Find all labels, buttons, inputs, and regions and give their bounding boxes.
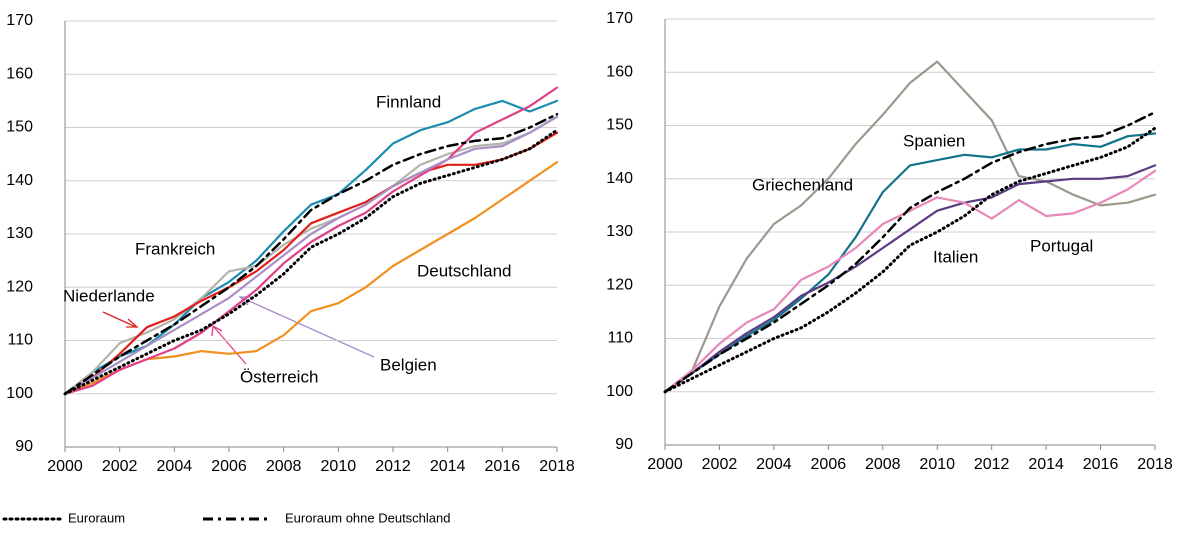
y-tick-label: 100 [6,385,33,402]
x-tick-label: 2012 [974,456,1010,473]
y-tick-label: 150 [6,119,33,136]
series-label: Österreich [240,367,318,386]
y-tick-label: 120 [6,278,33,295]
x-tick-label: 2000 [47,458,83,475]
y-tick-label: 170 [606,10,633,27]
arrow [239,296,375,358]
y-tick-label: 120 [606,276,633,293]
y-tick-label: 160 [606,63,633,80]
y-tick-label: 150 [606,117,633,134]
x-tick-label: 2012 [375,458,411,475]
series-label: Niederlande [63,286,155,305]
x-tick-label: 2010 [919,456,955,473]
x-tick-label: 2006 [811,456,847,473]
series-label: Italien [933,247,978,266]
x-tick-label: 2002 [702,456,738,473]
series-line [63,115,559,395]
x-tick-label: 2002 [102,458,138,475]
series-line [663,110,1157,394]
series-line [663,132,1157,393]
x-tick-label: 2018 [1137,456,1173,473]
series-line [663,60,1157,393]
x-tick-label: 2014 [1028,456,1064,473]
y-tick-label: 110 [7,332,33,349]
x-tick-label: 2008 [266,458,302,475]
x-tick-label: 2018 [539,458,575,475]
x-tick-label: 2004 [756,456,792,473]
series-line [63,128,559,396]
x-tick-label: 2016 [1083,456,1119,473]
series-line [63,131,559,395]
series-line [63,112,559,396]
y-tick-label: 100 [606,383,633,400]
y-tick-label: 130 [6,225,33,242]
arrows [102,296,375,365]
series-label: Finnland [376,92,441,111]
x-tick-label: 2008 [865,456,901,473]
legend-label: Euroraum [68,510,125,525]
y-tick-label: 110 [607,330,633,347]
x-tick-label: 2006 [211,458,247,475]
legend-label: Euroraum ohne Deutschland [285,510,451,525]
y-tick-label: 170 [6,12,33,29]
y-tick-label: 160 [6,65,33,82]
x-tick-label: 2000 [647,456,683,473]
y-tick-label: 130 [606,223,633,240]
series-line [663,126,1157,394]
series-line [663,169,1157,393]
series-line [63,86,559,395]
series-line [63,115,559,395]
arrow [102,311,137,328]
arrow-head [126,318,139,328]
series-label: Portugal [1030,236,1093,255]
y-tick-label: 140 [6,172,33,189]
series-label: Frankreich [135,239,215,258]
x-tick-label: 2004 [157,458,193,475]
y-tick-label: 90 [15,438,33,455]
series-label: Spanien [903,131,965,150]
series-line [663,164,1157,393]
series-label: Belgien [380,355,437,374]
x-tick-label: 2014 [430,458,466,475]
series-label: Griechenland [752,175,853,194]
y-tick-label: 140 [606,170,633,187]
y-tick-label: 90 [615,436,633,453]
x-tick-label: 2016 [485,458,521,475]
series-label: Deutschland [417,261,512,280]
legend: Euroraum Euroraum ohne Deutschland [2,510,451,525]
arrow [212,325,247,365]
arrow-head [211,324,223,337]
x-tick-label: 2010 [321,458,357,475]
